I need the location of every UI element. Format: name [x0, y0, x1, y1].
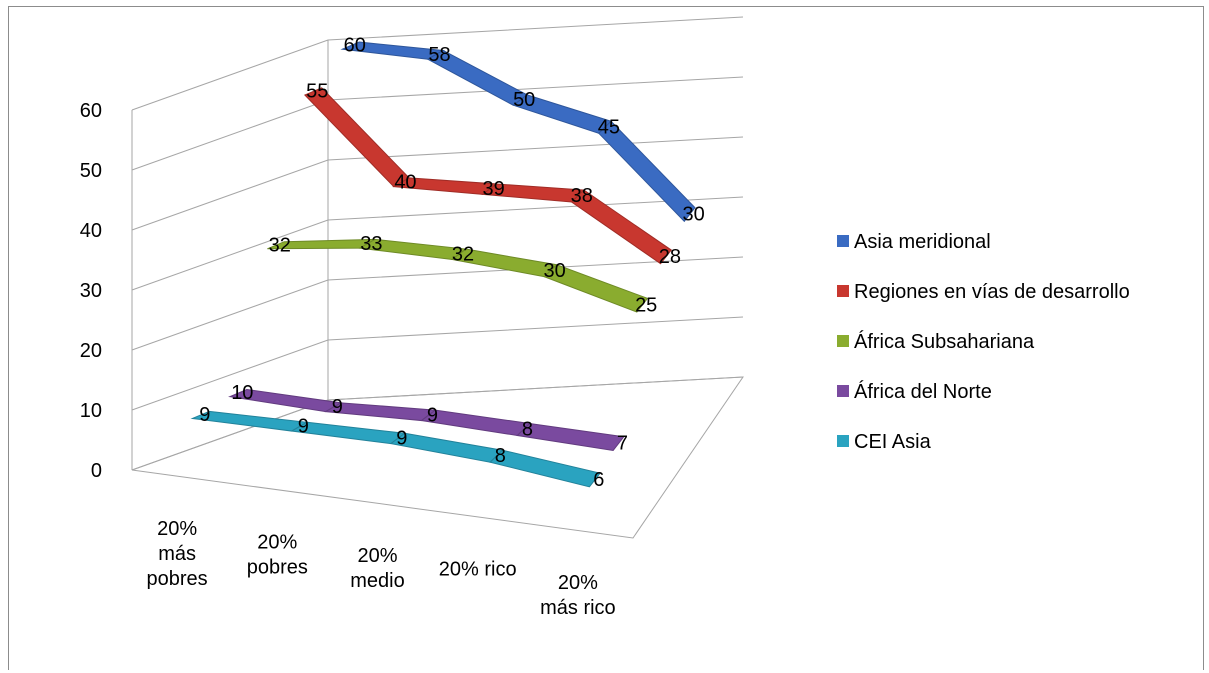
y-tick-label: 0 [91, 460, 102, 482]
data-label: 10 [231, 382, 253, 404]
series-segment [543, 264, 649, 313]
data-label: 32 [452, 243, 474, 265]
y-tick-label: 60 [80, 100, 102, 122]
series-segment [516, 422, 625, 452]
data-label: 60 [344, 35, 366, 57]
gridline [131, 256, 744, 351]
series-1 [340, 41, 696, 223]
data-label: 28 [659, 246, 681, 268]
data-label: 39 [482, 178, 504, 200]
series-2 [303, 87, 672, 265]
data-label: 8 [495, 445, 506, 467]
data-label: 9 [298, 416, 309, 438]
y-tick-label: 50 [80, 160, 102, 182]
legend-swatch [837, 385, 849, 397]
legend-label: África del Norte [854, 380, 992, 403]
x-tick-label: 20% más pobres [147, 518, 208, 590]
legend-swatch [837, 285, 849, 297]
data-label: 33 [360, 233, 382, 255]
data-label: 38 [571, 185, 593, 207]
data-label: 45 [598, 116, 620, 138]
legend-label: Asia meridional [854, 231, 991, 253]
x-tick-label: 20% pobres [247, 531, 308, 578]
legend-label: África Subsahariana [854, 330, 1035, 353]
series-4 [228, 388, 625, 452]
x-axis-categories: 20% más pobres 20% pobres 20% medio 20% rico 20%… [147, 518, 616, 619]
data-label: 6 [593, 469, 604, 491]
data-label: 25 [635, 294, 657, 316]
data-label: 32 [269, 234, 291, 256]
data-label: 9 [396, 427, 407, 449]
legend-swatch [837, 235, 849, 247]
gridline [131, 376, 744, 471]
y-tick-label: 40 [80, 220, 102, 242]
y-tick-label: 10 [80, 400, 102, 422]
series-segment [489, 449, 601, 488]
chart-walls [131, 16, 744, 539]
chart-floor [131, 376, 744, 539]
data-label: 58 [428, 44, 450, 66]
data-label: 7 [617, 433, 628, 455]
data-label: 9 [332, 396, 343, 418]
gridline [131, 316, 744, 411]
data-label: 40 [394, 171, 416, 193]
series-3 [267, 238, 649, 313]
series-segment [598, 120, 696, 223]
x-tick-label: 20% medio [350, 545, 404, 592]
y-tick-label: 30 [80, 280, 102, 302]
legend: Asia meridional Regiones en vías de desar… [837, 231, 1130, 453]
y-axis-ticks: 0 10 20 30 40 50 60 [80, 100, 102, 482]
data-label: 9 [199, 404, 210, 426]
series-segment [570, 189, 672, 265]
gridline [131, 16, 744, 111]
y-tick-label: 20 [80, 340, 102, 362]
legend-swatch [837, 335, 849, 347]
chart-series [190, 41, 696, 488]
data-label: 8 [522, 418, 533, 440]
data-label: 50 [513, 89, 535, 111]
chart-frame [8, 6, 1204, 670]
legend-label: Regiones en vías de desarrollo [854, 281, 1130, 303]
gridline [131, 76, 744, 171]
series-segment [389, 432, 504, 463]
data-label: 9 [427, 404, 438, 426]
x-tick-label: 20% rico [439, 559, 517, 581]
gridline [131, 136, 744, 231]
legend-swatch [837, 435, 849, 447]
data-label: 55 [306, 80, 328, 102]
data-label: 30 [683, 203, 705, 225]
series-5 [190, 410, 601, 488]
x-tick-label: 20% más rico [540, 572, 616, 619]
data-label: 30 [543, 260, 565, 282]
legend-label: CEI Asia [854, 431, 932, 453]
